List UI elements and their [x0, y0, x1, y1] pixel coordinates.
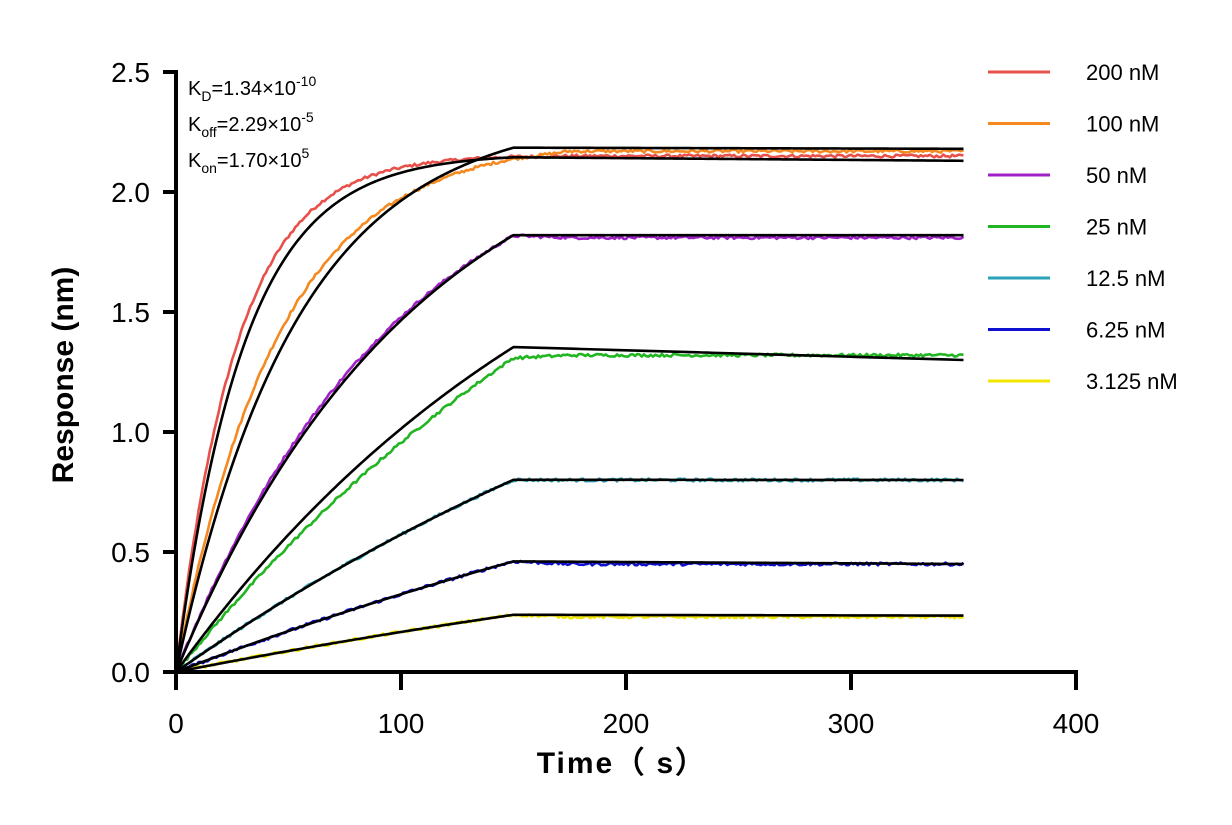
legend-label: 50 nM — [1086, 163, 1147, 188]
x-axis-ticks: 0 100 200 300 400 — [168, 672, 1099, 739]
legend-label: 12.5 nM — [1086, 266, 1166, 291]
x-tick-label: 200 — [603, 708, 650, 739]
legend: 200 nM 100 nM 50 nM 25 nM 12.5 nM 6.25 nM 3.12… — [988, 60, 1178, 394]
y-tick-label: 2.5 — [111, 57, 150, 88]
fit-curve-1 — [174, 146, 964, 673]
trace-series-2 — [174, 233, 965, 673]
y-tick-label: 0.5 — [111, 537, 150, 568]
x-tick-label: 100 — [378, 708, 425, 739]
fit-curves — [174, 146, 964, 674]
trace-series-6 — [175, 612, 964, 674]
fit-curve-5 — [175, 560, 964, 674]
legend-label: 6.25 nM — [1086, 318, 1166, 343]
koff-annotation: Koff=2.29×10-5 — [188, 109, 314, 140]
kd-annotation: KD=1.34×10-10 — [188, 73, 316, 104]
legend-label: 25 nM — [1086, 215, 1147, 240]
trace-series-4 — [175, 477, 964, 674]
legend-label: 200 nM — [1086, 60, 1159, 85]
y-tick-label: 2.0 — [111, 177, 150, 208]
x-axis-title: Time（ s） — [537, 746, 708, 780]
fit-curve-4 — [175, 478, 964, 674]
trace-series-3 — [174, 352, 964, 673]
y-tick-label: 0.0 — [111, 657, 150, 688]
kinetic-constants: KD=1.34×10-10 Koff=2.29×10-5 Kon=1.70×10… — [188, 73, 316, 176]
y-tick-label: 1.0 — [111, 417, 150, 448]
fit-curve-0 — [174, 155, 964, 673]
y-tick-label: 1.5 — [111, 297, 150, 328]
x-tick-label: 400 — [1053, 708, 1100, 739]
fit-curve-6 — [175, 613, 964, 674]
fit-curve-2 — [174, 233, 964, 673]
x-tick-label: 0 — [168, 708, 184, 739]
legend-label: 100 nM — [1086, 112, 1159, 137]
kon-annotation: Kon=1.70×105 — [188, 145, 309, 176]
x-tick-label: 300 — [828, 708, 875, 739]
trace-series-1 — [174, 148, 965, 673]
fit-curve-3 — [174, 345, 964, 673]
legend-label: 3.125 nM — [1086, 369, 1178, 394]
y-axis-ticks: 0.0 0.5 1.0 1.5 2.0 2.5 — [111, 57, 176, 688]
y-axis-title: Response (nm) — [47, 267, 80, 484]
